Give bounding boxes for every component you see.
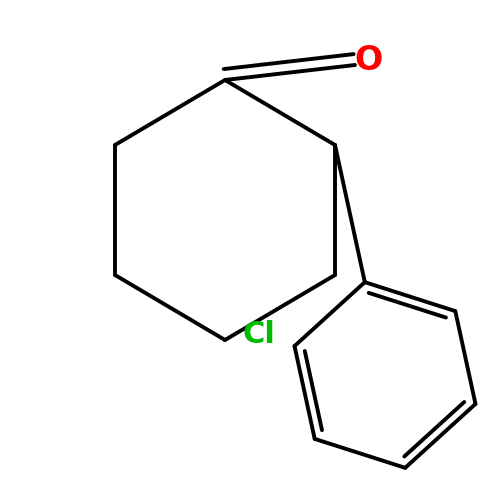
Text: O: O [355,44,383,76]
Text: Cl: Cl [242,320,275,349]
